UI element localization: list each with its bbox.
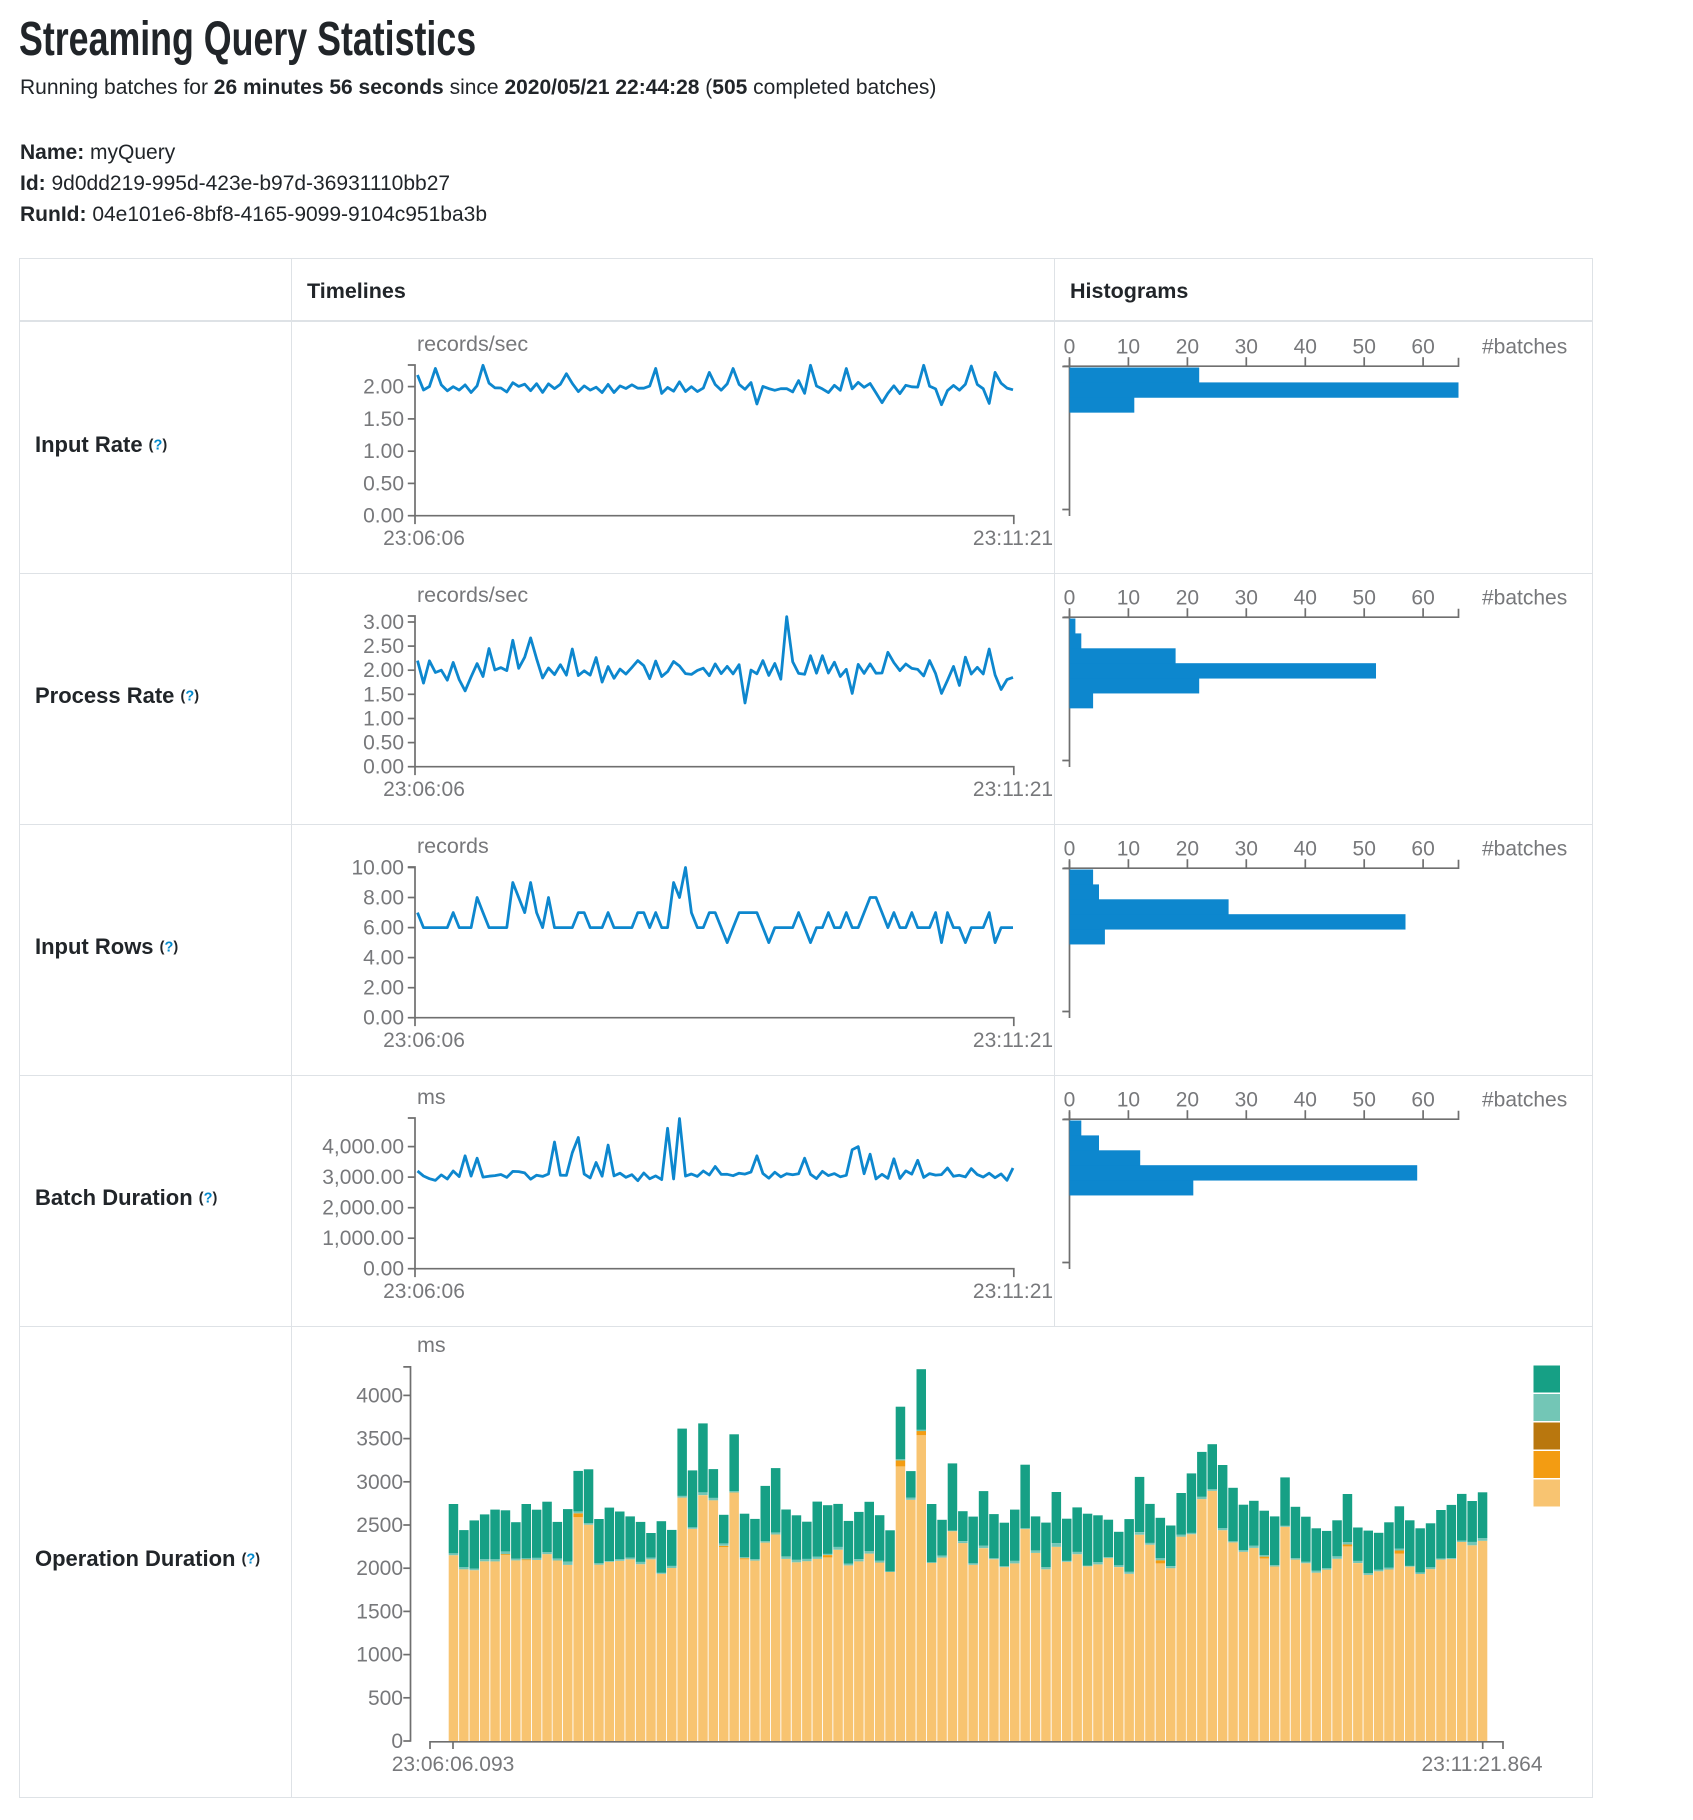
svg-text:10: 10 [1117,838,1140,861]
svg-text:40: 40 [1294,587,1317,610]
svg-text:23:11:21: 23:11:21 [973,527,1053,550]
svg-text:3.00: 3.00 [363,611,404,634]
svg-text:records/sec: records/sec [417,332,528,356]
svg-text:50: 50 [1353,1089,1376,1112]
svg-text:6.00: 6.00 [363,917,404,940]
svg-text:23:06:06.093: 23:06:06.093 [392,1753,515,1776]
svg-text:23:06:06: 23:06:06 [383,778,465,801]
svg-text:0.50: 0.50 [363,732,404,755]
svg-text:#batches: #batches [1482,587,1567,610]
svg-text:30: 30 [1235,1089,1258,1112]
svg-text:0: 0 [1064,1089,1076,1112]
svg-text:0.00: 0.00 [363,756,404,779]
svg-text:30: 30 [1235,838,1258,861]
svg-text:3,000.00: 3,000.00 [322,1166,404,1189]
svg-text:23:11:21: 23:11:21 [973,1029,1053,1052]
svg-text:#batches: #batches [1482,838,1567,861]
svg-text:2.00: 2.00 [363,659,404,682]
svg-text:23:06:06: 23:06:06 [383,527,465,550]
svg-text:60: 60 [1411,838,1434,861]
svg-text:20: 20 [1176,838,1199,861]
svg-text:60: 60 [1411,1089,1434,1112]
svg-text:50: 50 [1353,336,1376,359]
svg-text:1.50: 1.50 [363,408,404,431]
svg-text:1500: 1500 [356,1600,403,1623]
svg-text:60: 60 [1411,587,1434,610]
svg-text:2000: 2000 [356,1557,403,1580]
svg-text:30: 30 [1235,587,1258,610]
svg-text:10: 10 [1117,587,1140,610]
svg-text:1.50: 1.50 [363,683,404,706]
svg-text:20: 20 [1176,587,1199,610]
svg-text:records: records [417,834,489,858]
svg-text:0.00: 0.00 [363,1007,404,1030]
svg-text:4000: 4000 [356,1384,403,1407]
svg-text:30: 30 [1235,336,1258,359]
svg-text:1.00: 1.00 [363,708,404,731]
svg-text:1.00: 1.00 [363,440,404,463]
svg-text:0: 0 [1064,838,1076,861]
svg-text:0: 0 [1064,587,1076,610]
svg-text:4,000.00: 4,000.00 [322,1136,404,1159]
svg-text:20: 20 [1176,1089,1199,1112]
svg-text:1000: 1000 [356,1644,403,1667]
svg-text:#batches: #batches [1482,336,1567,359]
svg-text:0.00: 0.00 [363,505,404,528]
svg-text:40: 40 [1294,1089,1317,1112]
svg-text:40: 40 [1294,838,1317,861]
svg-text:1,000.00: 1,000.00 [322,1227,404,1250]
svg-text:2.00: 2.00 [363,376,404,399]
svg-text:0: 0 [391,1730,403,1753]
svg-text:0: 0 [1064,336,1076,359]
svg-text:0.50: 0.50 [363,472,404,495]
svg-text:3000: 3000 [356,1471,403,1494]
svg-text:3500: 3500 [356,1428,403,1451]
svg-text:60: 60 [1411,336,1434,359]
svg-text:2500: 2500 [356,1514,403,1537]
svg-text:23:11:21.864: 23:11:21.864 [1421,1753,1542,1776]
svg-text:23:11:21: 23:11:21 [973,1280,1053,1303]
svg-text:500: 500 [368,1687,403,1710]
svg-text:10.00: 10.00 [351,857,404,880]
svg-text:2.00: 2.00 [363,977,404,1000]
svg-text:20: 20 [1176,336,1199,359]
svg-text:0.00: 0.00 [363,1258,404,1281]
svg-text:23:06:06: 23:06:06 [383,1280,465,1303]
svg-text:23:11:21: 23:11:21 [973,778,1053,801]
svg-text:50: 50 [1353,587,1376,610]
svg-text:40: 40 [1294,336,1317,359]
svg-text:8.00: 8.00 [363,887,404,910]
svg-text:23:06:06: 23:06:06 [383,1029,465,1052]
svg-text:2.50: 2.50 [363,635,404,658]
svg-text:#batches: #batches [1482,1089,1567,1112]
svg-text:records/sec: records/sec [417,583,528,607]
svg-text:4.00: 4.00 [363,947,404,970]
svg-text:10: 10 [1117,1089,1140,1112]
svg-text:2,000.00: 2,000.00 [322,1197,404,1220]
svg-text:10: 10 [1117,336,1140,359]
svg-text:50: 50 [1353,838,1376,861]
svg-text:ms: ms [417,1333,446,1357]
svg-text:ms: ms [417,1085,446,1109]
